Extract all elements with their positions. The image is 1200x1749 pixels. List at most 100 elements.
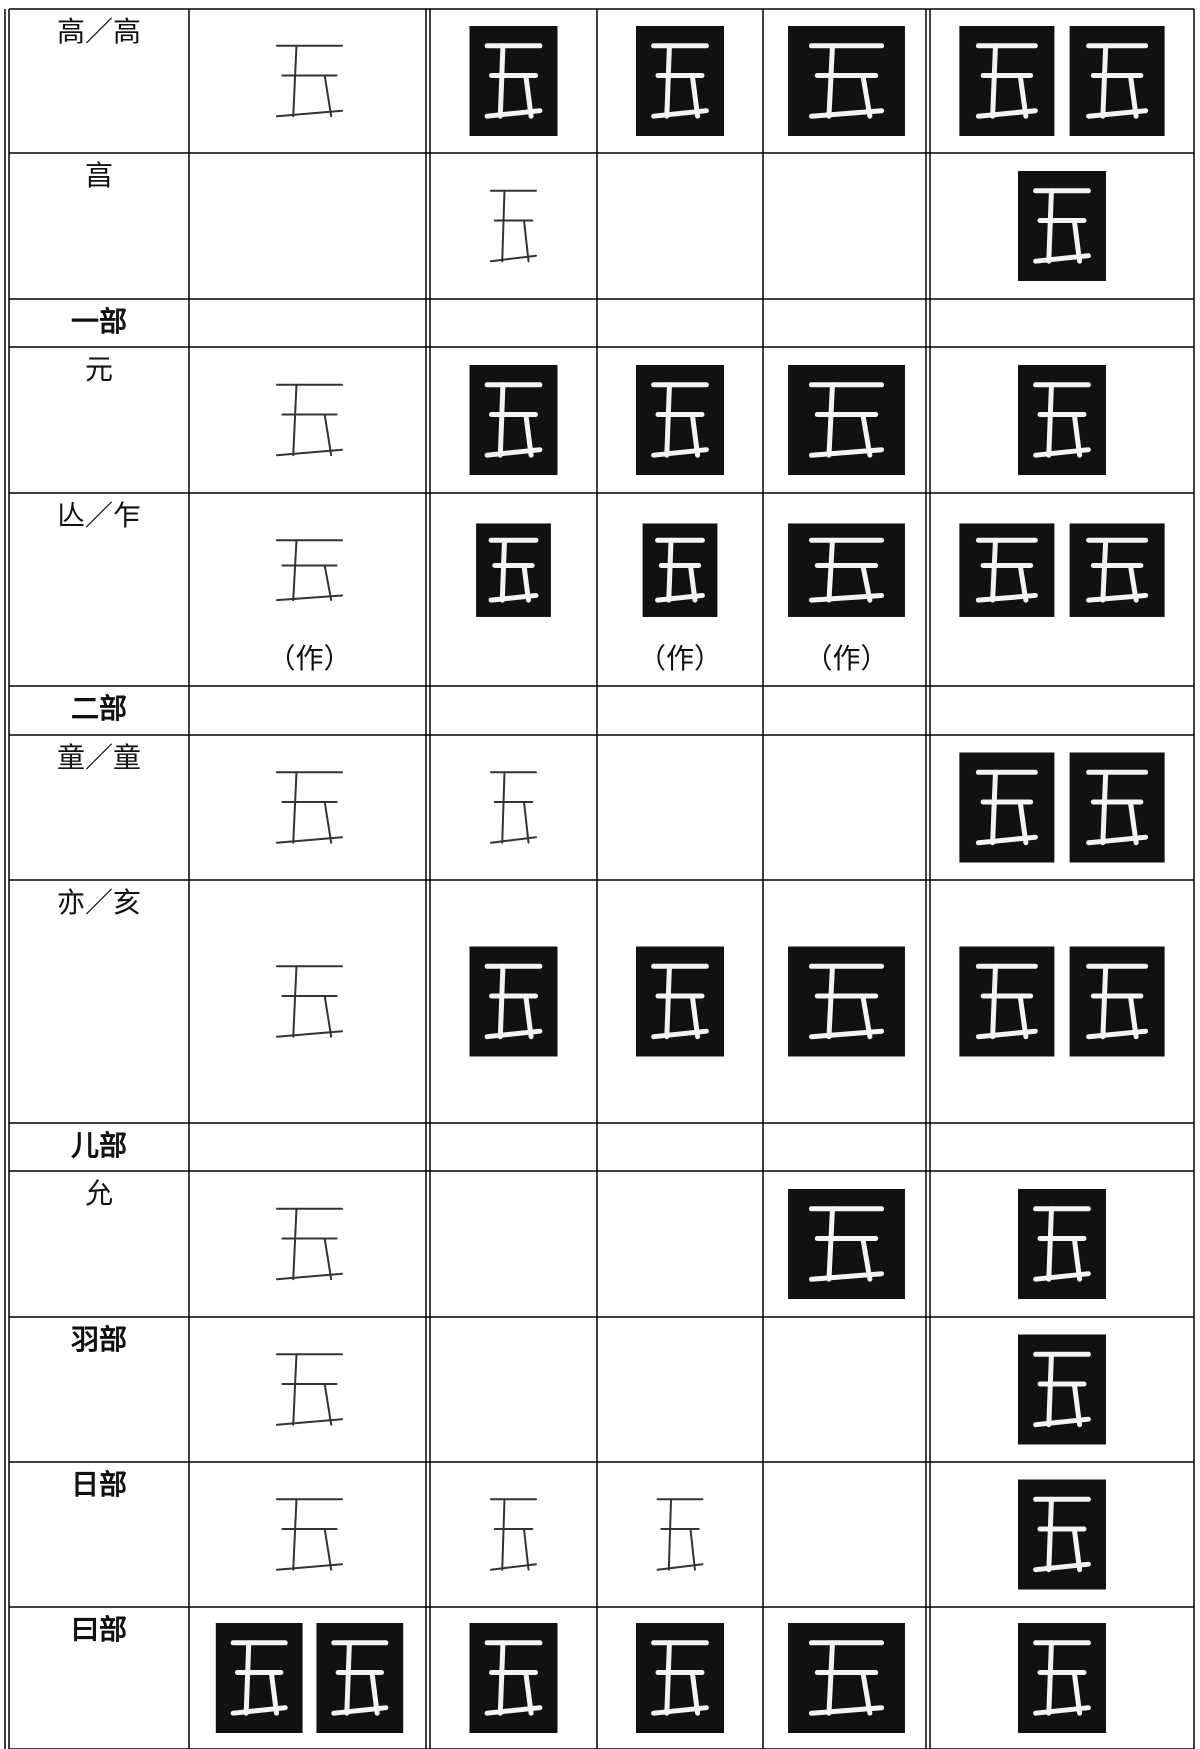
glyph-stroke	[1127, 563, 1139, 603]
glyph-stroke	[1046, 188, 1054, 264]
glyph-stroke	[275, 109, 344, 118]
variant-note: （作）	[267, 642, 351, 675]
glyph-stroke	[292, 383, 298, 457]
glyph-stroke	[860, 1236, 873, 1282]
glyph-image	[275, 965, 344, 1038]
glyph-stroke	[323, 801, 333, 844]
glyph-stroke	[523, 73, 534, 119]
glyph-stroke	[243, 1640, 252, 1716]
row-label: 儿部	[71, 1129, 127, 1162]
row-label: 曰部	[71, 1613, 127, 1646]
rubbing-background	[316, 1623, 404, 1733]
variant-note: （作）	[804, 642, 888, 675]
glyph-image	[788, 523, 905, 617]
glyph-image	[1069, 26, 1165, 136]
glyph-stroke	[826, 537, 835, 603]
glyph-stroke	[860, 993, 873, 1040]
glyph-image	[275, 539, 344, 602]
glyph-stroke	[1100, 43, 1109, 119]
glyph-image	[316, 1623, 404, 1733]
glyph-stroke	[1127, 799, 1139, 846]
glyph-stroke	[275, 1272, 344, 1281]
glyph-stroke	[664, 963, 672, 1040]
glyph-stroke	[499, 537, 508, 603]
glyph-image	[1018, 171, 1106, 281]
glyph-image	[489, 1498, 538, 1571]
row-label: 羽部	[71, 1323, 127, 1356]
rubbing-background	[636, 365, 724, 475]
glyph-image	[215, 1623, 303, 1733]
rubbing-background	[469, 26, 558, 136]
glyph-image	[788, 946, 905, 1057]
glyph-stroke	[1100, 537, 1109, 603]
glyph-stroke	[292, 771, 298, 844]
glyph-stroke	[1046, 1640, 1054, 1716]
glyph-stroke	[523, 219, 530, 263]
glyph-image	[275, 44, 344, 118]
glyph-stroke	[860, 412, 873, 458]
glyph-stroke	[687, 563, 698, 603]
glyph-stroke	[689, 73, 701, 119]
rubbing-background	[788, 365, 905, 475]
glyph-stroke	[323, 564, 333, 602]
glyph-stroke	[323, 1237, 333, 1281]
glyph-stroke	[497, 963, 506, 1040]
glyph-stroke	[501, 189, 506, 263]
glyph-stroke	[990, 769, 998, 846]
glyph-stroke	[1071, 1526, 1083, 1573]
glyph-image	[788, 1189, 905, 1299]
glyph-stroke	[664, 1640, 672, 1716]
glyph-stroke	[497, 43, 506, 119]
glyph-stroke	[1046, 1351, 1054, 1428]
glyph-stroke	[501, 1498, 506, 1571]
glyph-stroke	[275, 1563, 344, 1571]
rubbing-background	[959, 26, 1055, 136]
glyph-stroke	[497, 1640, 506, 1716]
glyph-stroke	[292, 1498, 298, 1571]
glyph-stroke	[523, 801, 530, 844]
glyph-stroke	[826, 382, 835, 458]
glyph-stroke	[689, 412, 701, 458]
glyph-image	[1069, 946, 1165, 1057]
glyph-stroke	[523, 412, 534, 458]
row-label: 亾／乍	[57, 499, 141, 532]
rubbing-background	[1018, 171, 1106, 281]
glyph-image	[275, 383, 344, 457]
glyph-stroke	[292, 44, 298, 118]
glyph-stroke	[1071, 1236, 1083, 1282]
glyph-stroke	[1127, 73, 1139, 119]
glyph-image	[469, 1623, 558, 1733]
row-label: 元	[85, 353, 113, 386]
glyph-image	[1018, 1334, 1106, 1445]
rubbing-background	[215, 1623, 303, 1733]
glyph-image	[489, 189, 538, 263]
row-label: 童／童	[57, 741, 141, 774]
glyph-stroke	[860, 563, 873, 603]
glyph-image	[959, 752, 1055, 863]
glyph-image	[959, 26, 1055, 136]
rubbing-background	[1069, 946, 1165, 1057]
row-label: 高／高	[57, 15, 141, 48]
rubbing-background	[1018, 1189, 1106, 1299]
glyph-stroke	[826, 1206, 835, 1282]
rubbing-background	[636, 1623, 724, 1733]
glyph-image	[656, 1498, 704, 1571]
glyph-stroke	[1046, 1496, 1054, 1573]
rubbing-background	[469, 365, 558, 475]
variant-note: （作）	[638, 642, 722, 675]
glyph-stroke	[1017, 799, 1029, 846]
glyph-image	[1069, 523, 1165, 617]
glyph-image	[469, 946, 558, 1057]
glyph-stroke	[826, 1640, 835, 1716]
glyph-stroke	[1071, 1381, 1083, 1428]
rubbing-background	[788, 946, 905, 1057]
glyph-stroke	[344, 1640, 352, 1716]
rubbing-background	[788, 26, 905, 136]
row-label: 日部	[71, 1468, 127, 1501]
glyph-stroke	[664, 382, 672, 458]
glyph-stroke	[275, 448, 344, 457]
glyph-stroke	[689, 1670, 701, 1716]
glyph-image	[788, 26, 905, 136]
glyph-image	[489, 771, 538, 844]
glyph-image	[469, 26, 558, 136]
